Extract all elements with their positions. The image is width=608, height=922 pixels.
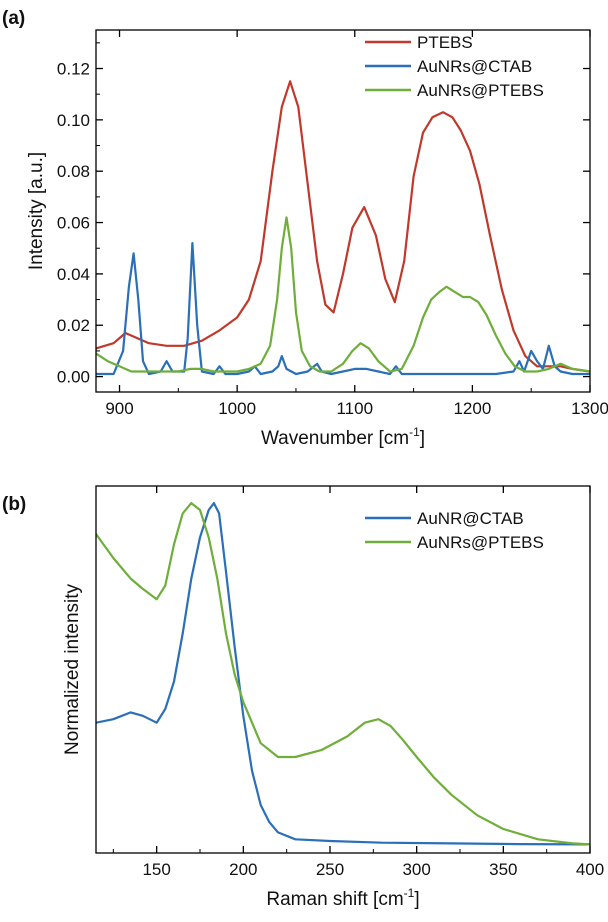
plot-frame bbox=[95, 29, 591, 393]
x-tick-label: 400 bbox=[576, 860, 604, 879]
chart-panel-b: 150 200 250 300 350 400 Raman shift [cm-1] Norm… bbox=[2, 485, 604, 910]
y-tick-label: 0.12 bbox=[57, 60, 90, 79]
series-line-aunrs-ptebs bbox=[96, 216, 590, 373]
panel-label: (b) bbox=[2, 494, 26, 515]
series-line-aunrs-ptebs bbox=[96, 502, 590, 846]
y-tick-label: 0.02 bbox=[57, 316, 90, 335]
x-tick-label: 250 bbox=[316, 860, 344, 879]
x-tick-label: 1100 bbox=[336, 399, 373, 418]
legend-label: AuNRs@CTAB bbox=[417, 57, 532, 76]
y-tick-label: 0.10 bbox=[57, 111, 90, 130]
chart-panel-a: 900 1000 1100 1200 1300 0.00 0.02 0.04 0.06 0.08 0… bbox=[2, 8, 608, 449]
y-axis-title: Normalized intensity bbox=[62, 583, 83, 755]
x-tick-label: 150 bbox=[142, 860, 170, 879]
y-tick-label: 0.08 bbox=[57, 162, 90, 181]
x-axis-title: Raman shift [cm-1] bbox=[266, 886, 419, 910]
series-line-aunr-ctab bbox=[96, 502, 590, 846]
x-tick-label: 1000 bbox=[218, 399, 256, 418]
x-tick-label: 1300 bbox=[571, 399, 608, 418]
y-tick-label: 0.04 bbox=[57, 265, 90, 284]
x-tick-label: 200 bbox=[229, 860, 257, 879]
x-tick-label: 900 bbox=[105, 399, 133, 418]
legend-label: AuNR@CTAB bbox=[417, 509, 524, 528]
x-tick-label: 1200 bbox=[453, 399, 491, 418]
series-line-aunrs-ctab bbox=[96, 242, 590, 376]
legend-label: AuNRs@PTEBS bbox=[417, 533, 544, 552]
y-axis-title: Intensity [a.u.] bbox=[26, 152, 47, 270]
x-tick-label: 300 bbox=[402, 860, 430, 879]
legend-label: AuNRs@PTEBS bbox=[417, 81, 544, 100]
legend-label: PTEBS bbox=[417, 33, 473, 52]
x-axis-title: Wavenumber [cm-1] bbox=[261, 425, 425, 449]
y-tick-label: 0.00 bbox=[57, 368, 90, 387]
x-tick-label: 350 bbox=[489, 860, 517, 879]
plot-frame bbox=[95, 485, 591, 854]
y-tick-label: 0.06 bbox=[57, 214, 90, 233]
series-line-ptebs bbox=[96, 80, 590, 373]
panel-label: (a) bbox=[2, 8, 25, 29]
